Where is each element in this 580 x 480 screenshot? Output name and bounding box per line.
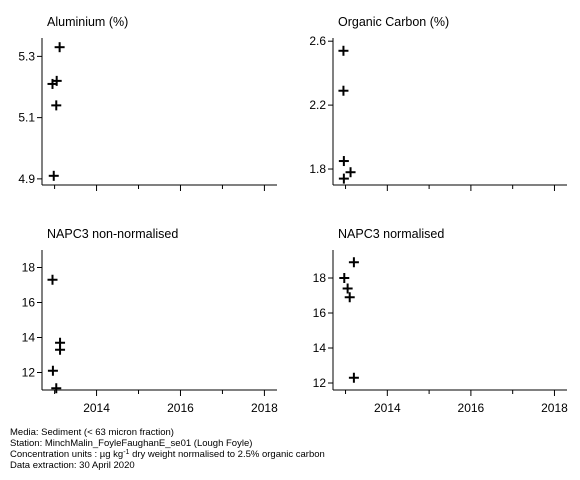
data-point — [339, 273, 350, 283]
x-tick-label: 2016 — [167, 401, 194, 415]
panel-title: NAPC3 non-normalised — [47, 227, 178, 241]
y-tick-label: 2.6 — [309, 34, 326, 48]
y-tick-label: 16 — [22, 296, 36, 310]
y-tick-label: 14 — [313, 341, 327, 355]
footnote: Media: Sediment (< 63 micron fraction) S… — [10, 427, 325, 471]
panel-napc3-non-normalised: NAPC3 non-normalised 12 14 16 18 2014 2016 2018 — [22, 227, 278, 415]
panel-aluminium: Aluminium (%) 4.9 5.1 5.3 — [18, 15, 277, 191]
y-tick-label: 14 — [22, 331, 36, 345]
footnote-units: Concentration units : µg kg-1 dry weight… — [10, 449, 325, 460]
data-point — [342, 283, 353, 294]
y-tick-label: 5.3 — [18, 49, 35, 63]
data-point — [47, 274, 58, 285]
y-tick-label: 2.2 — [309, 98, 326, 112]
x-tick-label: 2014 — [83, 401, 110, 415]
y-tick-label: 4.9 — [18, 172, 35, 186]
data-point — [338, 173, 349, 184]
data-point — [51, 75, 62, 86]
panel-title: Organic Carbon (%) — [338, 15, 449, 29]
data-point — [344, 292, 355, 303]
y-tick-label: 1.8 — [309, 162, 326, 176]
data-point — [348, 257, 359, 268]
y-tick-label: 18 — [22, 261, 36, 275]
panel-title: NAPC3 normalised — [338, 227, 444, 241]
panel-napc3-normalised: NAPC3 normalised 12 14 16 18 2014 2016 2018 — [313, 227, 568, 415]
data-point — [54, 42, 65, 53]
x-tick-label: 2014 — [374, 401, 401, 415]
y-tick-label: 5.1 — [18, 111, 35, 125]
footnote-station: Station: MinchMalin_FoyleFaughanE_se01 (… — [10, 438, 253, 449]
data-point — [51, 383, 62, 394]
footnote-units-superscript: -1 — [123, 449, 130, 456]
y-tick-label: 18 — [313, 271, 327, 285]
y-tick-label: 16 — [313, 306, 327, 320]
footnote-media: Media: Sediment (< 63 micron fraction) — [10, 427, 174, 438]
data-point — [47, 365, 58, 376]
x-tick-label: 2018 — [251, 401, 278, 415]
footnote-units-prefix: Concentration units : µg kg — [10, 449, 124, 460]
data-point — [345, 167, 356, 178]
panel-organic-carbon: Organic Carbon (%) 1.8 2.2 2.6 — [309, 15, 567, 191]
data-point — [51, 100, 62, 111]
data-point — [348, 372, 359, 383]
footnote-extraction: Data extraction: 30 April 2020 — [10, 460, 135, 471]
data-point — [338, 45, 349, 56]
panel-title: Aluminium (%) — [47, 15, 128, 29]
data-point — [55, 344, 66, 355]
y-tick-label: 12 — [313, 376, 327, 390]
data-point — [48, 170, 59, 181]
footnote-units-suffix: dry weight normalised to 2.5% organic ca… — [129, 449, 325, 460]
data-point — [338, 85, 349, 96]
y-tick-label: 12 — [22, 366, 36, 380]
x-tick-label: 2016 — [458, 401, 485, 415]
x-tick-label: 2018 — [541, 401, 568, 415]
data-point — [338, 156, 349, 167]
